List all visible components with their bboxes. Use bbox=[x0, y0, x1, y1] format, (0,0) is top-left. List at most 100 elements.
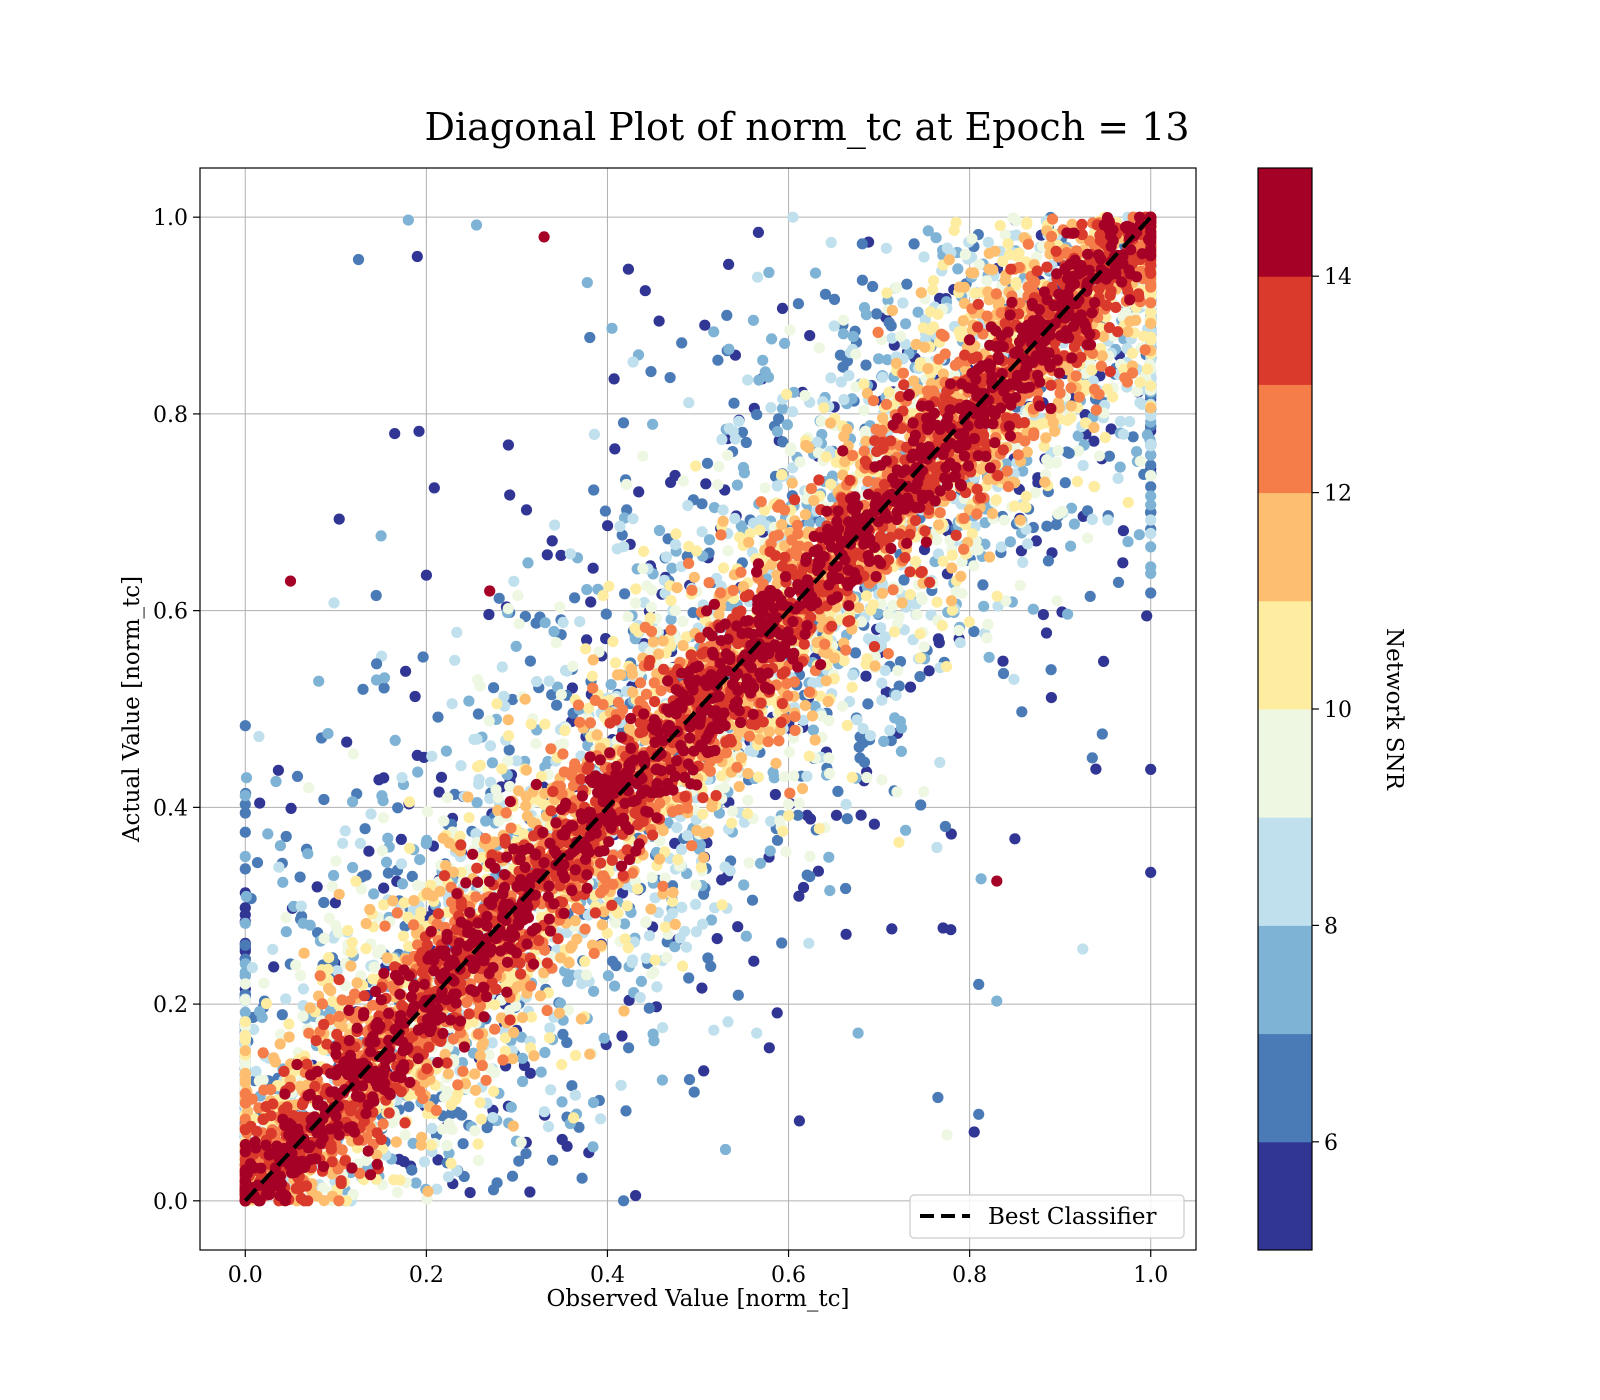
data-point bbox=[765, 402, 777, 414]
data-point bbox=[360, 918, 372, 930]
data-point bbox=[927, 275, 940, 287]
data-point bbox=[721, 309, 733, 321]
data-point bbox=[934, 756, 946, 769]
data-point bbox=[915, 799, 927, 811]
data-point bbox=[876, 694, 888, 706]
data-point bbox=[547, 1154, 559, 1166]
data-point bbox=[890, 689, 902, 702]
data-point bbox=[847, 669, 859, 681]
data-point bbox=[901, 278, 913, 290]
data-point bbox=[1039, 476, 1051, 488]
data-point bbox=[472, 761, 484, 773]
data-point bbox=[378, 682, 390, 694]
data-point bbox=[981, 632, 993, 644]
data-point bbox=[1008, 673, 1020, 685]
data-point bbox=[411, 749, 423, 762]
data-point bbox=[830, 809, 843, 821]
data-point bbox=[793, 1115, 806, 1127]
data-point bbox=[587, 1097, 600, 1109]
data-point bbox=[239, 826, 251, 838]
data-point bbox=[1105, 423, 1117, 435]
data-point bbox=[1103, 450, 1115, 462]
data-point bbox=[651, 981, 663, 993]
data-point bbox=[395, 833, 407, 846]
data-point bbox=[1040, 627, 1053, 639]
data-point bbox=[763, 266, 775, 279]
data-point bbox=[799, 389, 811, 402]
data-point bbox=[562, 1004, 575, 1016]
data-point bbox=[723, 258, 735, 270]
data-point bbox=[470, 1084, 482, 1096]
data-point bbox=[1013, 247, 1025, 259]
data-point bbox=[504, 780, 516, 793]
data-point bbox=[696, 526, 708, 538]
data-point bbox=[900, 318, 912, 330]
data-point bbox=[365, 808, 377, 820]
data-point bbox=[914, 628, 926, 640]
data-point bbox=[726, 817, 738, 829]
data-point bbox=[681, 829, 693, 842]
data-point bbox=[999, 229, 1011, 241]
data-point bbox=[665, 613, 677, 625]
data-point bbox=[666, 562, 678, 574]
data-point bbox=[492, 792, 504, 804]
data-point bbox=[549, 519, 561, 531]
data-point bbox=[643, 1002, 655, 1014]
data-point bbox=[483, 715, 495, 727]
data-point bbox=[918, 786, 930, 798]
data-point bbox=[819, 288, 832, 300]
data-point bbox=[804, 330, 816, 342]
data-point bbox=[619, 588, 631, 600]
data-point bbox=[462, 791, 474, 803]
data-point bbox=[715, 770, 728, 782]
data-point bbox=[1014, 514, 1026, 526]
data-point bbox=[712, 479, 724, 491]
data-point bbox=[574, 616, 586, 628]
data-point bbox=[445, 1157, 457, 1169]
data-point bbox=[783, 809, 795, 822]
data-point bbox=[561, 1140, 573, 1152]
data-point bbox=[665, 594, 677, 607]
data-point bbox=[1145, 481, 1157, 493]
data-point bbox=[918, 641, 930, 653]
data-point bbox=[302, 848, 314, 860]
data-point bbox=[406, 870, 418, 883]
data-point bbox=[403, 940, 415, 952]
data-point bbox=[886, 304, 899, 317]
data-point bbox=[828, 293, 841, 305]
data-point bbox=[742, 374, 754, 386]
data-point bbox=[522, 557, 534, 569]
data-point bbox=[781, 419, 794, 431]
data-point bbox=[377, 812, 389, 824]
data-point bbox=[272, 764, 284, 776]
data-point bbox=[1145, 402, 1157, 414]
data-point bbox=[1114, 461, 1126, 473]
data-point bbox=[1037, 609, 1049, 621]
data-point bbox=[864, 730, 877, 742]
data-point bbox=[389, 734, 401, 747]
data-point bbox=[498, 690, 510, 703]
data-point bbox=[807, 724, 820, 736]
data-point bbox=[524, 1186, 536, 1198]
data-point bbox=[584, 331, 596, 344]
data-point bbox=[783, 746, 796, 758]
data-point bbox=[581, 277, 593, 289]
data-point bbox=[1145, 866, 1157, 879]
data-point bbox=[770, 757, 782, 769]
data-point bbox=[824, 767, 836, 780]
data-point bbox=[723, 422, 735, 434]
data-point bbox=[599, 505, 612, 517]
data-point bbox=[838, 430, 850, 442]
data-point bbox=[502, 439, 514, 451]
data-point bbox=[884, 724, 896, 737]
data-point bbox=[426, 750, 438, 762]
data-point bbox=[995, 541, 1007, 553]
data-point bbox=[1145, 449, 1157, 461]
data-point bbox=[683, 1074, 696, 1086]
data-point bbox=[702, 826, 715, 838]
data-point bbox=[239, 917, 251, 929]
data-point bbox=[799, 700, 812, 712]
data-point bbox=[1145, 499, 1157, 511]
data-point bbox=[983, 651, 995, 663]
data-point bbox=[738, 879, 750, 891]
